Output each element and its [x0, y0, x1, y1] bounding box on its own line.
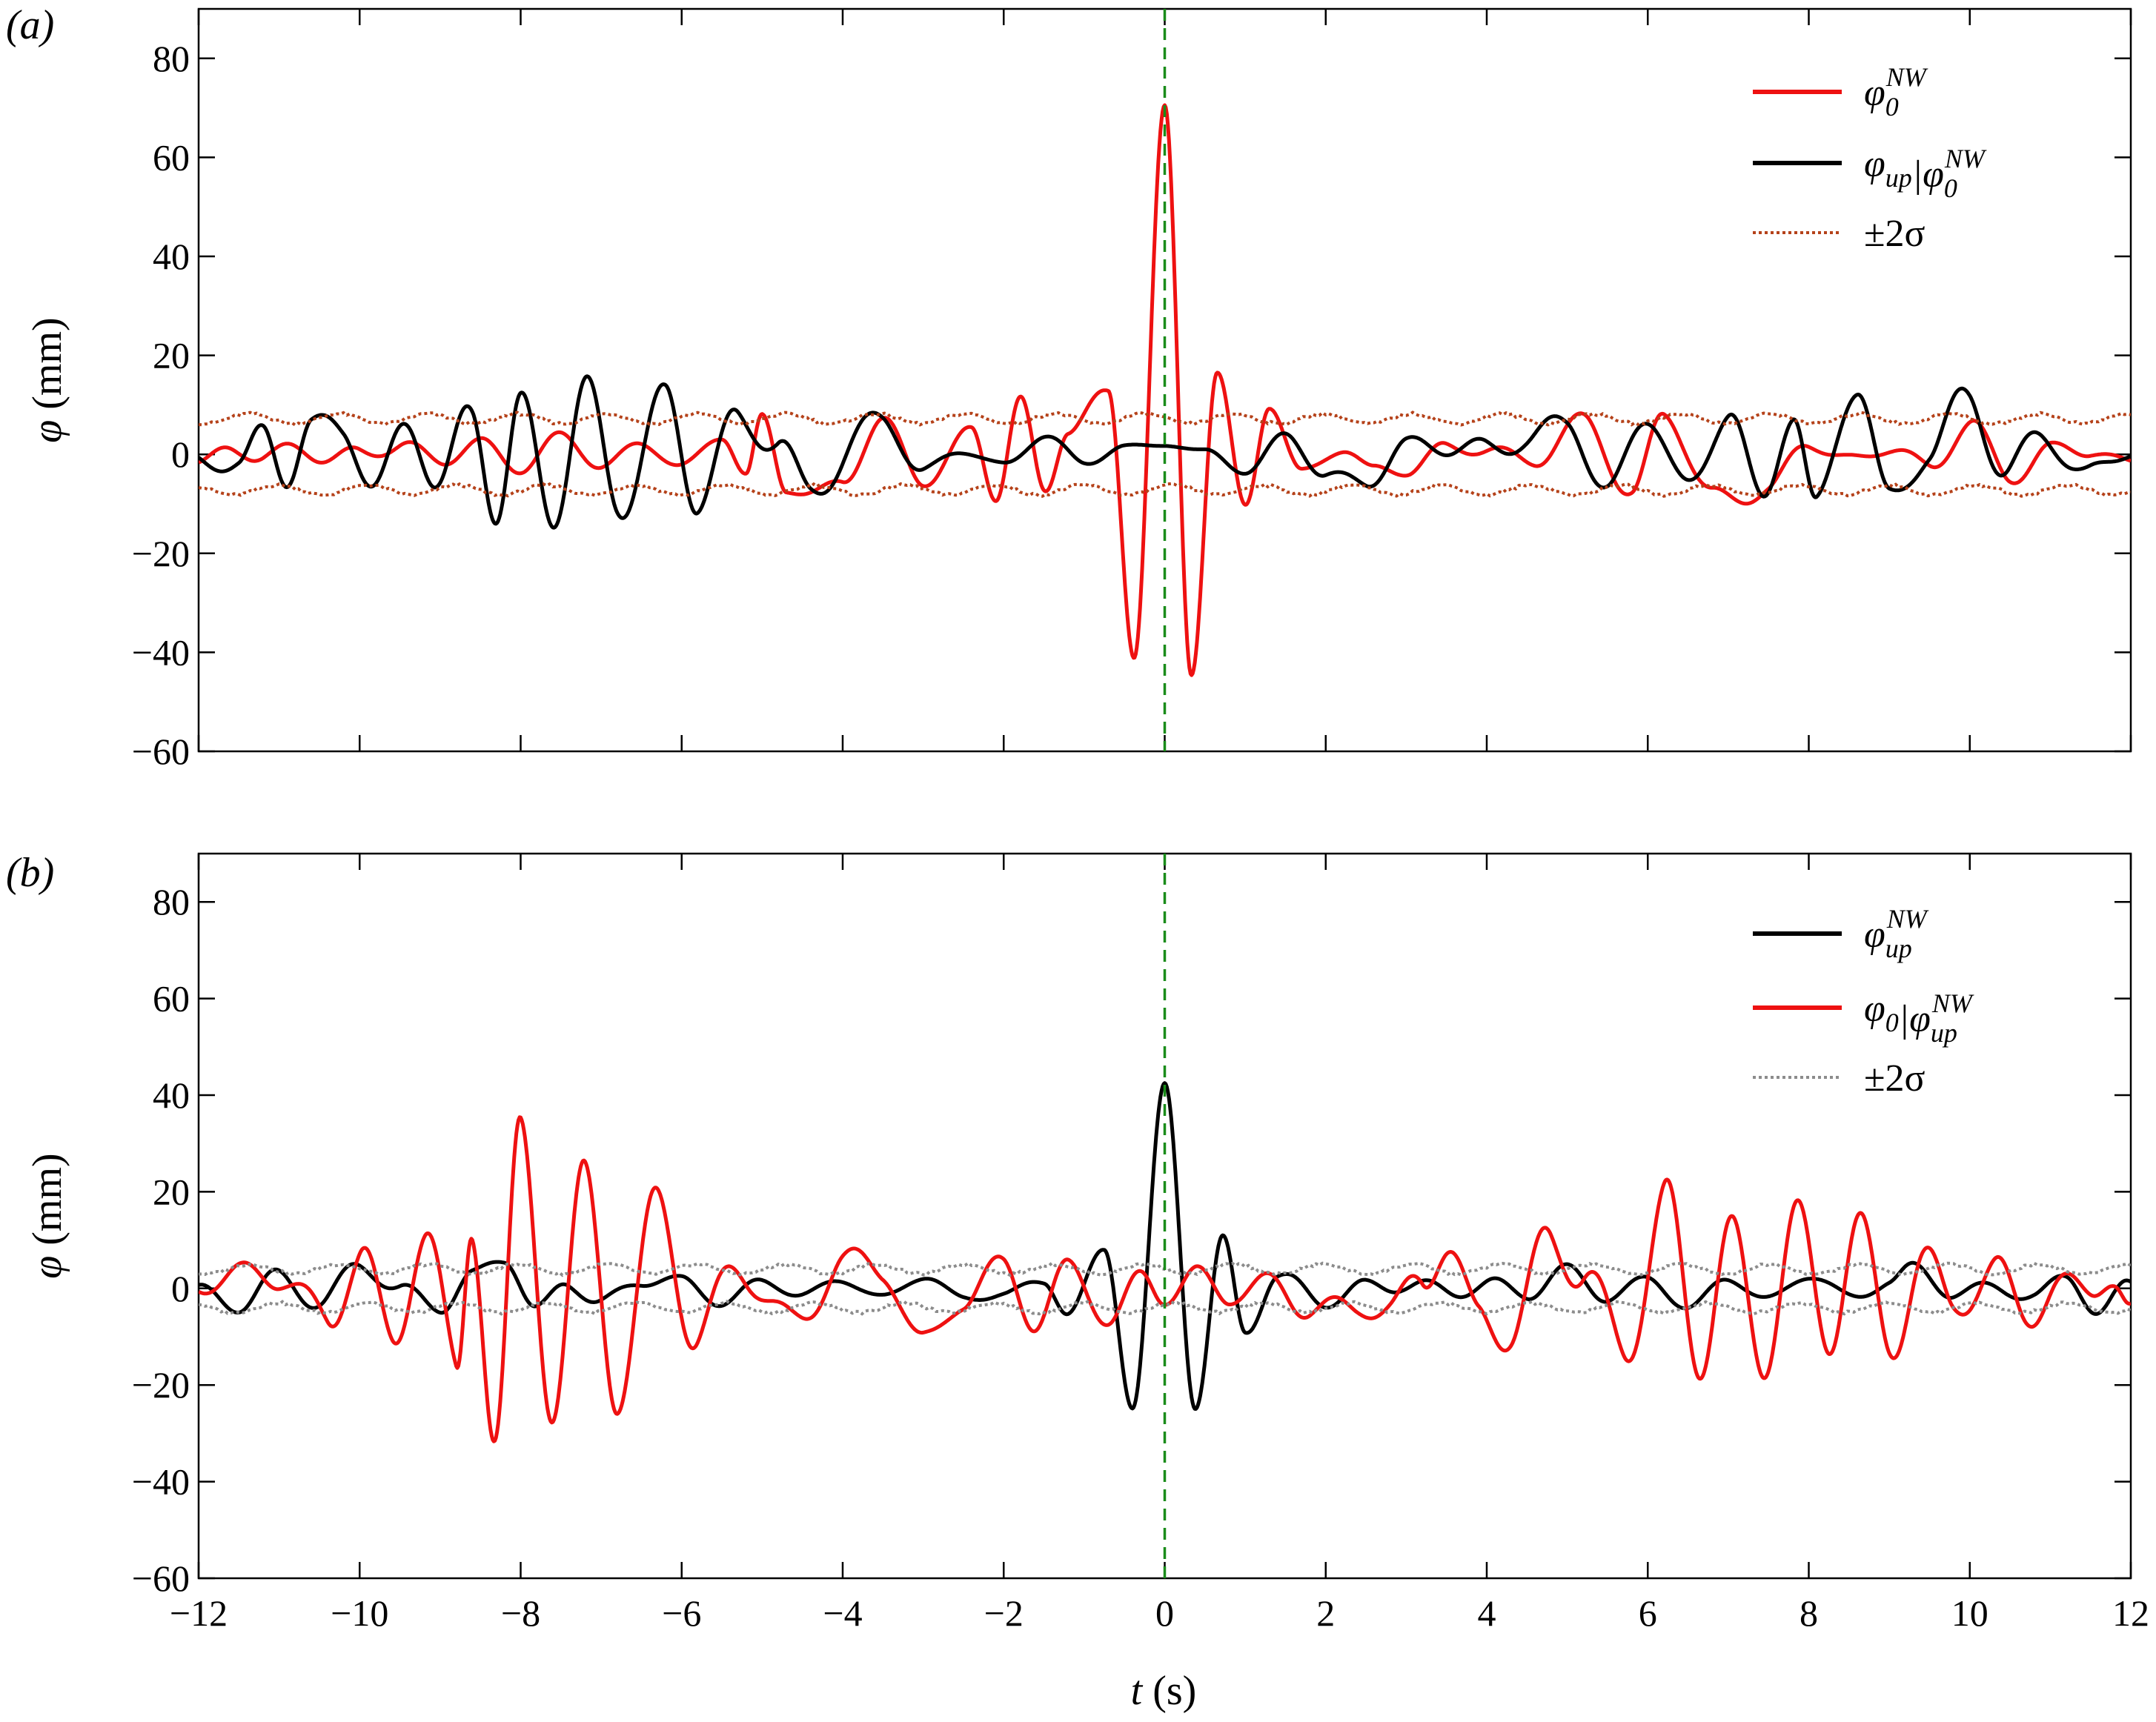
x-tick-label: 10 — [1951, 1592, 1989, 1634]
legend-label-sub: up — [1885, 163, 1912, 193]
x-tick-label: 6 — [1639, 1592, 1657, 1634]
x-tick-label: −12 — [170, 1592, 228, 1634]
legend-label-rest-sub: up — [1931, 1018, 1957, 1048]
y-tick-label: 80 — [153, 38, 190, 79]
x-axis-label-var: t — [1131, 1668, 1144, 1714]
y-tick-label: −60 — [132, 1558, 190, 1599]
y-tick-label: −20 — [132, 533, 190, 574]
legend-label-main: φ — [1864, 988, 1885, 1030]
legend-label-main: φ — [1864, 914, 1885, 956]
y-axis-label-unit: (mm) — [24, 1153, 70, 1255]
legend-label-rest: |φ — [1899, 998, 1931, 1040]
legend-label-rest-sup: NW — [1931, 988, 1974, 1018]
y-tick-label: −40 — [132, 631, 190, 673]
x-tick-label: 8 — [1800, 1592, 1818, 1634]
y-axis-label-var: φ — [24, 1256, 70, 1279]
x-tick-label: −2 — [984, 1592, 1024, 1634]
peak-series-line — [199, 1081, 2131, 1411]
x-tick-label: −6 — [662, 1592, 701, 1634]
legend-label-sub: 0 — [1885, 92, 1899, 122]
legend-label-rest: |φ — [1912, 153, 1944, 196]
y-axis-label-var: φ — [24, 420, 70, 443]
y-tick-label: −40 — [132, 1461, 190, 1503]
legend-label: φupNW — [1864, 904, 1929, 963]
y-tick-label: 0 — [171, 433, 190, 475]
x-tick-label: 12 — [2112, 1592, 2149, 1634]
y-tick-label: 60 — [153, 978, 190, 1020]
legend-label: φ0NW — [1864, 62, 1928, 122]
y-tick-label: −60 — [132, 731, 190, 772]
band-lower-line — [199, 482, 2131, 498]
y-tick-label: 20 — [153, 335, 190, 376]
legend-label-sub: 0 — [1885, 1008, 1899, 1037]
legend-label-rest-sub: 0 — [1944, 173, 1957, 203]
plot-frame — [197, 852, 2132, 1580]
conditional-series-line — [199, 374, 2131, 530]
y-axis-label: φ (mm) — [24, 317, 70, 442]
legend-label-main: ±2σ — [1864, 213, 1926, 255]
x-tick-label: −8 — [501, 1592, 540, 1634]
y-tick-label: −20 — [132, 1364, 190, 1406]
y-tick-label: 40 — [153, 1074, 190, 1116]
x-axis-label-unit: (s) — [1142, 1668, 1196, 1714]
y-tick-label: 40 — [153, 236, 190, 277]
x-tick-label: −10 — [331, 1592, 388, 1634]
panel-label: (b) — [6, 850, 54, 896]
y-axis-label: φ (mm) — [24, 1153, 70, 1278]
legend-label: ±2σ — [1864, 213, 1926, 255]
panel-label: (a) — [6, 2, 54, 48]
legend-label-sup: NW — [1885, 62, 1928, 92]
x-tick-label: 0 — [1155, 1592, 1174, 1634]
panel-b: −12 −10 −8 −6 −4 −2 0 2 4 6 8 10 12−60−40−2002040608… — [6, 850, 2149, 1634]
y-tick-label: 60 — [153, 136, 190, 178]
legend-label-main: φ — [1864, 143, 1885, 185]
y-axis-label-unit: (mm) — [24, 317, 70, 419]
x-tick-label: 4 — [1478, 1592, 1496, 1634]
legend-label-rest-sup: NW — [1944, 144, 1987, 173]
legend-label: φ0|φupNW — [1864, 988, 1974, 1048]
x-axis-label: t (s) — [1131, 1668, 1197, 1714]
y-tick-label: 0 — [171, 1268, 190, 1309]
legend-label-sup: NW — [1886, 904, 1929, 934]
legend-label: ±2σ — [1864, 1057, 1926, 1100]
legend-label: φup|φ0NW — [1864, 143, 1987, 203]
x-tick-label: 2 — [1316, 1592, 1335, 1634]
y-tick-label: 20 — [153, 1171, 190, 1212]
legend-label-sub: up — [1885, 934, 1912, 963]
legend-label-main: ±2σ — [1864, 1057, 1926, 1100]
y-tick-label: 80 — [153, 881, 190, 922]
legend-label-main: φ — [1864, 72, 1885, 114]
x-tick-label: −4 — [823, 1592, 862, 1634]
peak-series-line — [199, 103, 2131, 677]
